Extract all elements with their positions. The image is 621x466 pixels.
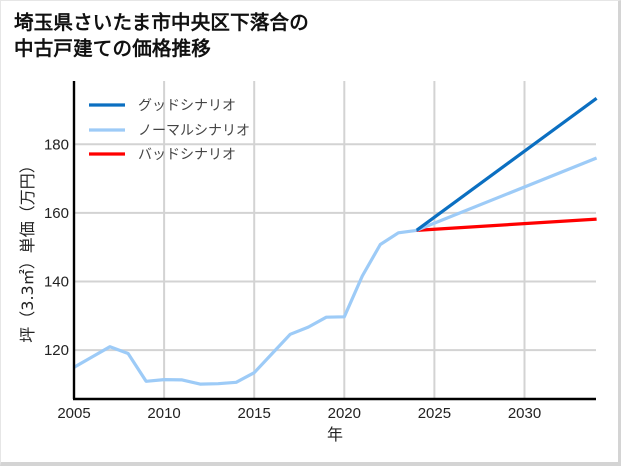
chart-title-line1: 埼玉県さいたま市中央区下落合の (14, 11, 309, 34)
series-line-bad (416, 217, 597, 232)
x-tick-label: 2010 (147, 405, 180, 422)
series-line-good (415, 97, 598, 232)
x-tick-label: 2015 (238, 405, 271, 422)
series-line-normal (415, 156, 598, 232)
y-tick-label: 180 (44, 136, 69, 153)
series-line-history (73, 228, 417, 386)
y-tick-label: 120 (44, 342, 69, 359)
grid-lines (74, 81, 596, 399)
axes (72, 81, 596, 401)
chart-title-line2: 中古戸建ての価格推移 (14, 37, 212, 60)
y-tick-labels: 120 140 160 180 (44, 136, 69, 359)
x-tick-label: 2020 (328, 405, 361, 422)
chart-title: 埼玉県さいたま市中央区下落合の 中古戸建ての価格推移 (14, 10, 309, 62)
legend-label: グッドシナリオ (138, 98, 236, 114)
x-tick-labels: 2005 2010 2015 2020 2025 2030 (57, 405, 541, 422)
y-axis-label: 坪（3.3㎡）単価（万円） (18, 157, 37, 342)
legend-label: ノーマルシナリオ (138, 123, 250, 139)
x-tick-label: 2005 (57, 405, 90, 422)
y-tick-label: 140 (44, 274, 69, 291)
y-tick-label: 160 (44, 205, 69, 222)
series-lines (73, 97, 598, 386)
x-tick-label: 2025 (418, 405, 451, 422)
legend-label: バッドシナリオ (138, 147, 236, 163)
x-axis-label: 年 (327, 425, 343, 444)
x-tick-label: 2030 (508, 405, 541, 422)
